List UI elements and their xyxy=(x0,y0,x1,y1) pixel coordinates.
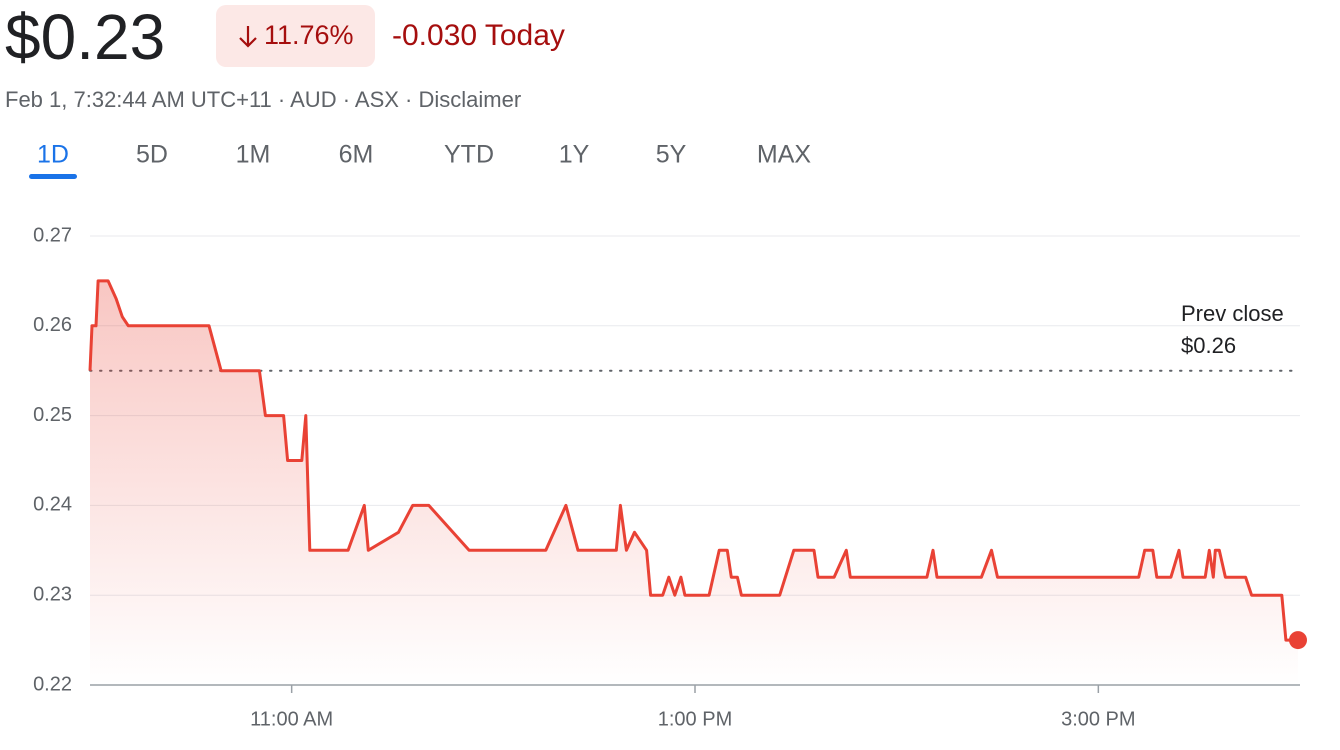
tab[interactable]: 1M xyxy=(236,141,271,169)
tab[interactable]: 1D xyxy=(37,141,69,169)
chart: 0.22 0.23 0.24 0.25 0.26 0.27 11:00 AM 1:00 PM 3… xyxy=(33,224,1307,730)
prev-close-label: $0.26 xyxy=(1181,333,1236,358)
y-tick-label: 0.25 xyxy=(33,404,72,426)
tab[interactable]: YTD xyxy=(444,141,494,169)
tab-indicator xyxy=(29,174,77,179)
price-line xyxy=(88,279,1298,642)
tab[interactable]: MAX xyxy=(757,141,812,169)
change-badge xyxy=(216,5,375,67)
price-area xyxy=(90,280,1298,685)
last-point xyxy=(1288,631,1307,650)
y-tick-label: 0.23 xyxy=(33,583,72,605)
tab[interactable]: 6M xyxy=(339,141,374,169)
tab[interactable]: 5D xyxy=(136,141,168,169)
x-tick-label: 3:00 PM xyxy=(1061,708,1135,730)
y-tick-label: 0.27 xyxy=(33,224,72,246)
x-tick-label: 11:00 AM xyxy=(250,708,333,730)
prev-close-title: Prev close xyxy=(1181,301,1284,326)
down-arrow xyxy=(239,26,257,48)
y-tick-label: 0.24 xyxy=(33,494,72,516)
price: $0.23 xyxy=(5,1,165,73)
y-tick-label: 0.26 xyxy=(33,314,72,336)
range-tabs: 1D 5D 1M 6M YTD 1Y 5Y MAX xyxy=(29,141,811,179)
y-tick-label: 0.22 xyxy=(33,673,72,695)
tab[interactable]: 1Y xyxy=(559,141,590,169)
x-tick-label: 1:00 PM xyxy=(658,708,732,730)
change-percent: 11.76% xyxy=(264,20,354,50)
meta-line: Feb 1, 7:32:44 AM UTC+11 · AUD · ASX · D… xyxy=(5,87,521,112)
change-today: -0.030 Today xyxy=(392,19,565,52)
tab[interactable]: 5Y xyxy=(656,141,687,169)
